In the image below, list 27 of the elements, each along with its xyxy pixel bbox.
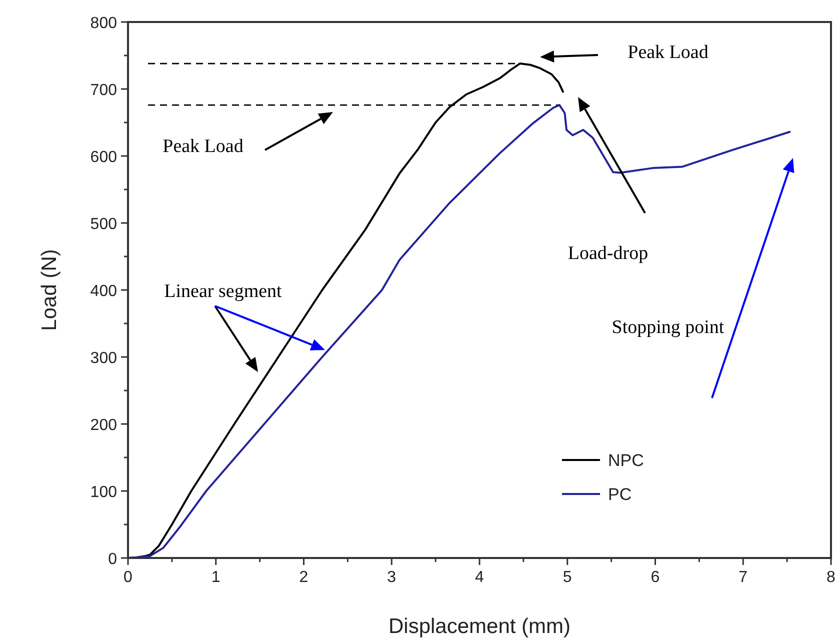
y-tick-label: 500 bbox=[90, 216, 118, 233]
annotation: Linear segment bbox=[164, 281, 283, 302]
x-axis-title: Displacement (mm) bbox=[388, 615, 571, 638]
x-tick-label: 8 bbox=[826, 569, 836, 586]
x-tick-label: 6 bbox=[650, 569, 660, 586]
legend-label: PC bbox=[608, 485, 632, 504]
y-tick-label: 600 bbox=[90, 149, 118, 166]
x-tick-label: 4 bbox=[475, 569, 484, 586]
y-tick-label: 700 bbox=[90, 82, 118, 99]
x-tick-label: 0 bbox=[124, 569, 133, 586]
x-tick-label: 3 bbox=[387, 569, 396, 586]
x-tick-label: 2 bbox=[299, 569, 308, 586]
y-tick-label: 100 bbox=[90, 484, 118, 501]
annotation: Load-drop bbox=[568, 243, 648, 264]
y-tick-label: 200 bbox=[90, 417, 118, 434]
y-tick-label: 400 bbox=[90, 283, 118, 300]
annotation: Peak Load bbox=[162, 136, 244, 157]
annotation: Stopping point bbox=[612, 317, 725, 338]
y-tick-label: 0 bbox=[108, 551, 118, 568]
y-tick-label: 300 bbox=[90, 350, 118, 367]
annotation: Peak Load bbox=[628, 42, 709, 63]
legend-label: NPC bbox=[608, 451, 644, 470]
y-tick-label: 800 bbox=[90, 15, 118, 32]
x-tick-label: 1 bbox=[211, 569, 220, 586]
y-axis-title: Load (N) bbox=[38, 249, 61, 331]
x-tick-label: 7 bbox=[738, 569, 748, 586]
x-tick-label: 5 bbox=[562, 569, 572, 586]
